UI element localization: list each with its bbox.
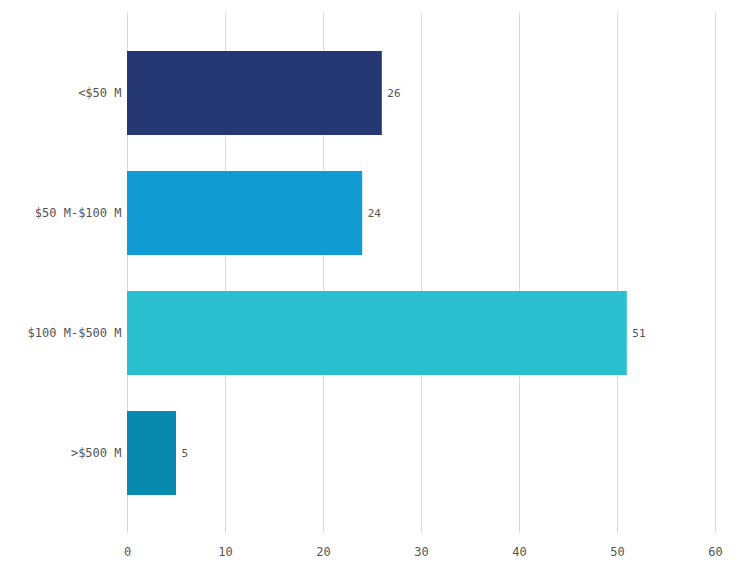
svg-text:26: 26 (387, 87, 400, 100)
svg-text:>$500 M: >$500 M (71, 446, 122, 460)
svg-text:20: 20 (316, 545, 330, 559)
svg-text:30: 30 (414, 545, 428, 559)
svg-text:$100 M-$500 M: $100 M-$500 M (28, 326, 122, 340)
svg-text:$50 M-$100 M: $50 M-$100 M (35, 206, 122, 220)
svg-text:0: 0 (124, 545, 131, 559)
svg-text:24: 24 (368, 207, 382, 220)
svg-text:50: 50 (610, 545, 624, 559)
svg-text:10: 10 (218, 545, 232, 559)
svg-text:40: 40 (512, 545, 526, 559)
svg-text:<$50 M: <$50 M (78, 86, 121, 100)
svg-text:60: 60 (708, 545, 722, 559)
svg-text:5: 5 (182, 447, 189, 460)
svg-text:51: 51 (632, 327, 645, 340)
